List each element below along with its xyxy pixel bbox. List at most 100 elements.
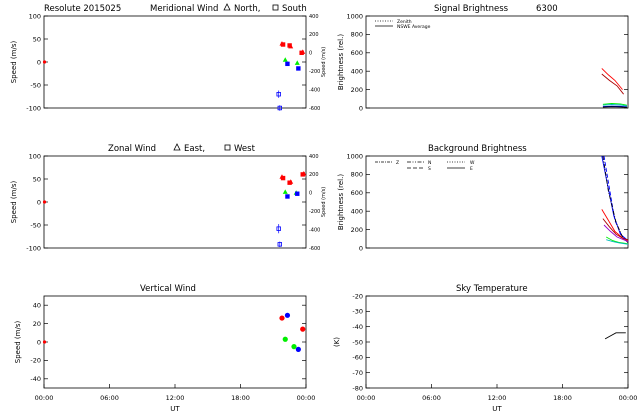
- y-axis-label: Speed (m/s): [10, 181, 18, 224]
- panel-title-meridional: Resolute 2015025: [44, 4, 121, 14]
- panel-subtitle-meridional: Meridional Wind: [150, 4, 218, 14]
- legend-square-label: South: [282, 4, 307, 14]
- data-point: [276, 92, 281, 97]
- legend-n-label: N: [428, 160, 431, 166]
- y2-tick-label: -600: [309, 246, 320, 252]
- y-axis-ticks: -100 -50 0 50 100: [26, 12, 306, 112]
- y-axis-label: Brightness (rel.): [337, 34, 345, 90]
- y-tick-label: 400: [351, 208, 363, 216]
- panel-background-brightness: Background Brightness 02004006008001000 …: [337, 144, 629, 252]
- y-axis-ticks: -80 -70 -60 -50 -40 -30 -20: [352, 292, 628, 392]
- x-tick-label: 18:00: [553, 394, 572, 402]
- series-line: [602, 102, 627, 106]
- y-axis-label: (K): [333, 337, 341, 347]
- zero-reference-point: [42, 340, 47, 344]
- y-tick-label: -80: [352, 384, 363, 392]
- x-tick-label: 00:00: [619, 394, 638, 402]
- data-point: [296, 66, 301, 71]
- y-axis-label: Speed (m/s): [14, 321, 22, 364]
- legend-z-label: Z: [396, 160, 399, 166]
- zero-reference-point: [42, 200, 47, 204]
- wavelength-label: 6300: [536, 4, 558, 14]
- y2-tick-label: -600: [309, 106, 320, 112]
- data-point: [294, 60, 300, 65]
- panel-meridional: Resolute 2015025 Meridional Wind North, …: [10, 3, 327, 112]
- panel-sky-temperature: Sky Temperature -80 -70 -60 -50 -40 -30 -20 00…: [333, 284, 637, 413]
- y2-tick-label: 400: [309, 14, 319, 20]
- plot-frame: [365, 295, 629, 389]
- y-axis-ticks: 0 200 400 600 800 1000: [346, 12, 628, 112]
- legend-w-label: W: [470, 160, 475, 166]
- y-tick-label: -40: [352, 323, 363, 331]
- x-tick-label: 00:00: [297, 394, 316, 402]
- legend-e-label: E: [470, 166, 473, 172]
- plot-frame: [43, 155, 307, 249]
- y-tick-label: 400: [351, 68, 363, 76]
- legend-triangle-label: East,: [184, 144, 205, 154]
- x-tick-label: 00:00: [357, 394, 376, 402]
- legend-triangle-icon: [173, 143, 181, 151]
- y2-axis-label: Speed (m/s): [321, 187, 327, 217]
- y-tick-label: 600: [351, 49, 363, 57]
- x-tick-label: 00:00: [35, 394, 54, 402]
- y-tick-label: 0: [359, 244, 363, 252]
- y2-tick-label: 0: [309, 191, 312, 197]
- data-marks: [42, 170, 307, 248]
- y2-tick-label: -400: [309, 87, 320, 93]
- y-axis-ticks: -40 -20 0 20 40: [30, 302, 306, 383]
- y2-tick-label: 200: [309, 172, 319, 178]
- y-tick-label: -40: [30, 375, 41, 383]
- data-marks: [601, 155, 629, 245]
- y-tick-label: 600: [351, 189, 363, 197]
- data-marks: [42, 312, 306, 352]
- y-tick-label: 0: [37, 198, 41, 206]
- y-tick-label: -50: [352, 338, 363, 346]
- legend-square-icon: [272, 4, 279, 11]
- y-tick-label: 50: [33, 35, 41, 43]
- y2-tick-label: -200: [309, 209, 320, 215]
- panel-signal-brightness: Signal Brightness 6300 0 200 400 600 800 1000…: [337, 4, 629, 112]
- data-point: [279, 315, 285, 321]
- data-point: [282, 57, 288, 62]
- x-axis-ticks: 00:00 06:00 12:00 18:00 00:00: [357, 384, 638, 402]
- panel-title-sky: Sky Temperature: [456, 284, 528, 294]
- y-tick-label: -30: [352, 308, 363, 316]
- legend-nsew-label: NSWE Average: [397, 24, 431, 30]
- data-point: [300, 326, 306, 332]
- y-tick-label: -20: [352, 292, 363, 300]
- series-line: [603, 224, 629, 243]
- legend-s-label: S: [428, 166, 431, 172]
- series-line: [602, 218, 629, 241]
- data-point: [282, 189, 288, 194]
- y-tick-label: -100: [26, 104, 41, 112]
- data-marks: [601, 68, 627, 108]
- y2-axis-ticks: -600 -400 -200 0 200 400: [309, 14, 320, 112]
- y2-axis-label: Speed (m/s): [321, 47, 327, 77]
- x-tick-label: 18:00: [231, 394, 250, 402]
- x-tick-label: 12:00: [488, 394, 507, 402]
- series-line: [602, 104, 627, 107]
- y-axis-label: Brightness (rel.): [337, 174, 345, 230]
- legend-square-icon: [224, 144, 231, 151]
- y2-tick-label: -400: [309, 227, 320, 233]
- legend-square-label: West: [234, 144, 256, 154]
- y-tick-label: 800: [351, 31, 363, 39]
- data-point: [299, 50, 304, 55]
- y2-tick-label: 400: [309, 154, 319, 160]
- x-tick-label: 06:00: [100, 394, 119, 402]
- y-tick-label: 1000: [346, 152, 363, 160]
- legend-zenith-label: Zenith: [397, 19, 412, 25]
- plot-frame: [365, 155, 629, 249]
- data-point: [295, 191, 300, 196]
- panel-title-vertical: Vertical Wind: [140, 284, 196, 294]
- data-point: [285, 194, 290, 199]
- legend-triangle-label: North,: [234, 4, 260, 14]
- data-point: [277, 242, 282, 247]
- series-line: [603, 155, 629, 242]
- y-axis-ticks: -100 -50 0 50 100: [26, 152, 306, 252]
- y-tick-label: -20: [30, 357, 41, 365]
- series-line: [601, 209, 629, 242]
- data-point: [276, 226, 281, 231]
